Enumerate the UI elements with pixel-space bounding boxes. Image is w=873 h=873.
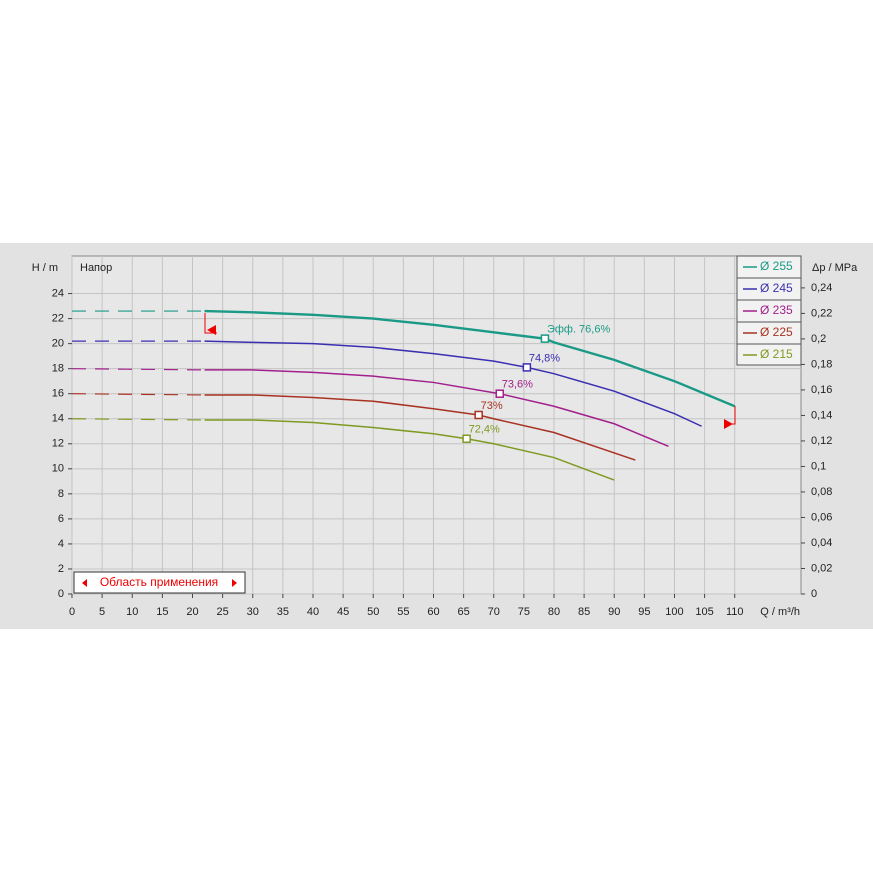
y2-tick-label: 0,12 xyxy=(811,435,832,447)
legend-label: Ø 235 xyxy=(760,303,793,317)
x-tick-label: 70 xyxy=(488,606,500,618)
range-label: Область применения xyxy=(100,575,218,589)
series-line xyxy=(204,309,736,408)
y-tick-label: 14 xyxy=(52,413,64,425)
y-tick-label: 24 xyxy=(52,287,64,299)
x-axis-label: Q / m³/h xyxy=(760,606,800,618)
y2-tick-label: 0,14 xyxy=(811,409,832,421)
y-tick-label: 18 xyxy=(52,363,64,375)
efficiency-marker xyxy=(540,334,550,343)
y2-tick-label: 0,04 xyxy=(811,537,832,549)
efficiency-marker xyxy=(522,363,532,372)
x-tick-label: 0 xyxy=(69,606,75,618)
x-tick-label: 45 xyxy=(337,606,349,618)
y-tick-label: 0 xyxy=(58,588,64,600)
y-tick-label: 22 xyxy=(52,312,64,324)
range-box xyxy=(73,571,246,594)
y2-tick-label: 0,16 xyxy=(811,384,832,396)
y2-tick-label: 0,02 xyxy=(811,562,832,574)
x-tick-label: 40 xyxy=(307,606,319,618)
x-tick-label: 5 xyxy=(99,606,105,618)
efficiency-marker xyxy=(495,389,505,398)
y-axis-title: Напор xyxy=(80,262,112,274)
x-tick-label: 90 xyxy=(608,606,620,618)
x-tick-label: 100 xyxy=(665,606,683,618)
x-tick-label: 75 xyxy=(518,606,530,618)
x-tick-label: 30 xyxy=(247,606,259,618)
y2-tick-label: 0,22 xyxy=(811,307,832,319)
series-line xyxy=(204,419,615,481)
legend-label: Ø 225 xyxy=(760,325,793,339)
y-tick-label: 4 xyxy=(58,538,64,550)
y2-tick-label: 0,06 xyxy=(811,511,832,523)
y-tick-label: 10 xyxy=(52,463,64,475)
y2-tick-label: 0 xyxy=(811,588,817,600)
series-line xyxy=(204,340,702,427)
right-limit-arrow xyxy=(724,419,733,429)
efficiency-label: 73,6% xyxy=(502,379,533,391)
x-tick-label: 95 xyxy=(638,606,650,618)
x-tick-label: 80 xyxy=(548,606,560,618)
legend-label: Ø 245 xyxy=(760,281,793,295)
efficiency-marker xyxy=(474,410,483,420)
y2-axis-label: Δp / MPa xyxy=(812,262,858,274)
y2-tick-label: 0,2 xyxy=(811,333,826,345)
x-tick-label: 55 xyxy=(397,606,409,618)
x-tick-label: 50 xyxy=(367,606,379,618)
x-tick-label: 25 xyxy=(216,606,228,618)
x-tick-label: 105 xyxy=(695,606,713,618)
y-axis-label: H / m xyxy=(32,262,58,274)
efficiency-marker xyxy=(462,434,471,444)
efficiency-label: 74,8% xyxy=(529,352,560,364)
legend-label: Ø 215 xyxy=(760,347,793,361)
plot-area xyxy=(71,255,802,595)
y-tick-label: 12 xyxy=(52,438,64,450)
y-tick-label: 2 xyxy=(58,563,64,575)
legend-label: Ø 255 xyxy=(760,259,793,273)
y2-tick-label: 0,24 xyxy=(811,282,832,294)
efficiency-label: 73% xyxy=(481,400,503,412)
series-line xyxy=(204,394,636,461)
x-tick-label: 65 xyxy=(457,606,469,618)
y2-tick-label: 0,08 xyxy=(811,486,832,498)
y2-tick-label: 0,18 xyxy=(811,358,832,370)
y-tick-label: 6 xyxy=(58,513,64,525)
x-tick-label: 10 xyxy=(126,606,138,618)
series-line xyxy=(204,369,669,447)
y-tick-label: 16 xyxy=(52,388,64,400)
left-limit-arrow xyxy=(207,325,216,335)
x-tick-label: 110 xyxy=(726,606,744,618)
x-tick-label: 20 xyxy=(186,606,198,618)
x-tick-label: 35 xyxy=(277,606,289,618)
x-tick-label: 60 xyxy=(427,606,439,618)
efficiency-label: Эфф. 76,6% xyxy=(547,324,611,336)
x-tick-label: 15 xyxy=(156,606,168,618)
y-tick-label: 8 xyxy=(58,488,64,500)
x-tick-label: 85 xyxy=(578,606,590,618)
y-tick-label: 20 xyxy=(52,338,64,350)
efficiency-label: 72,4% xyxy=(469,424,500,436)
y2-tick-label: 0,1 xyxy=(811,460,826,472)
